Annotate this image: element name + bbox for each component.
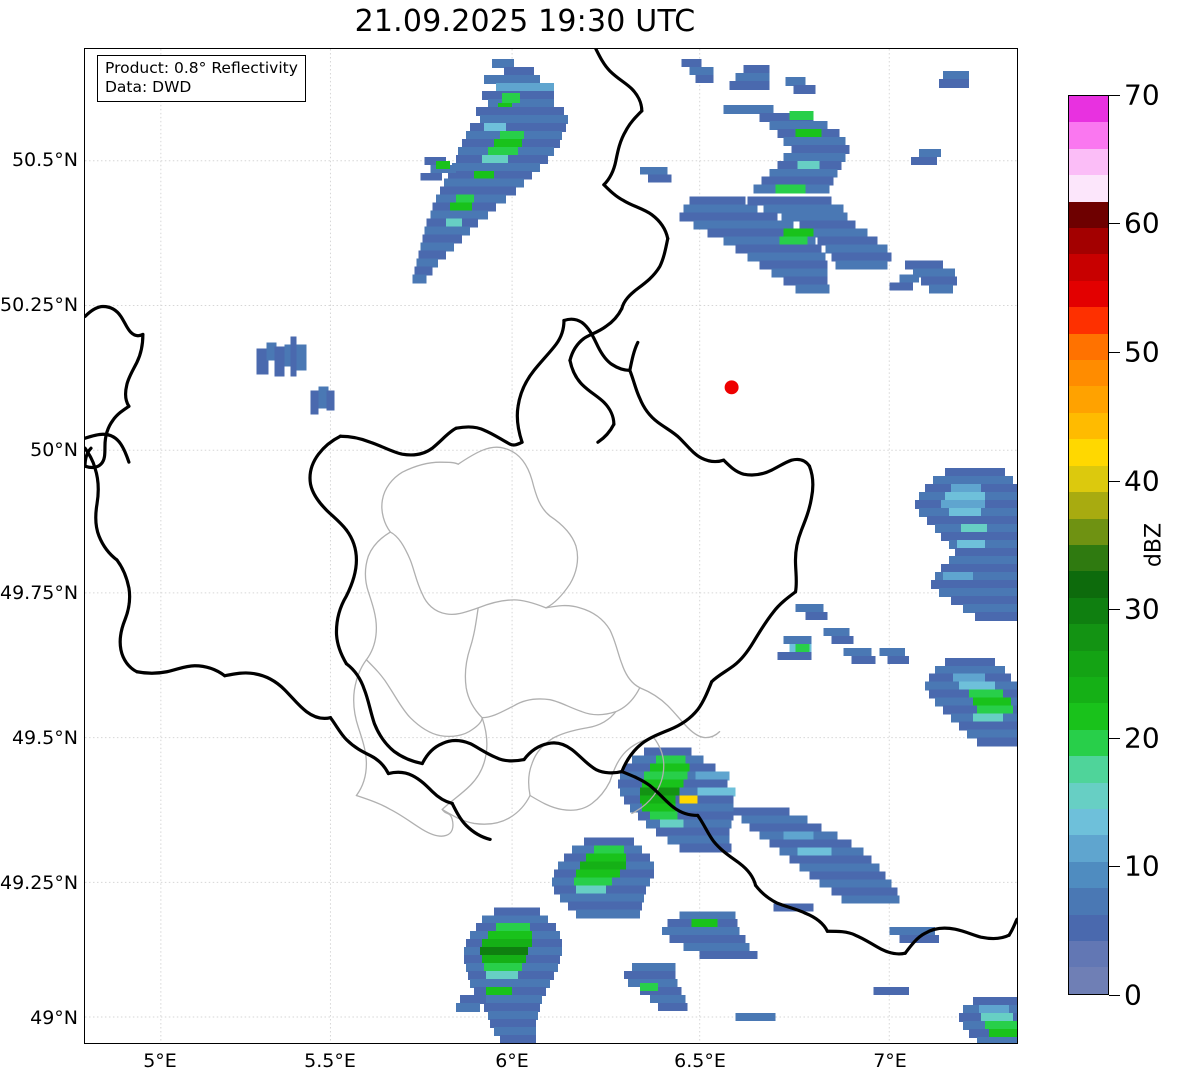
colorbar-tick <box>1109 352 1120 353</box>
colorbar-tick-label: 50 <box>1124 335 1160 369</box>
y-tick-label: 50°N <box>30 439 78 461</box>
echo-cluster-north-west <box>412 58 568 284</box>
colorbar-band <box>1069 333 1108 361</box>
page-title: 21.09.2025 19:30 UTC <box>354 4 696 39</box>
colorbar-band <box>1069 307 1108 334</box>
product-line: Product: 0.8° Reflectivity <box>105 59 298 77</box>
y-tick-label: 50.5°N <box>11 149 78 171</box>
colorbar-band <box>1069 386 1108 413</box>
radar-echo-layer <box>256 58 1017 1043</box>
colorbar-band <box>1069 650 1108 677</box>
x-tick-label: 5°E <box>143 1050 177 1072</box>
y-tick-label: 49.25°N <box>0 872 79 894</box>
colorbar-tick <box>1109 95 1120 96</box>
colorbar-band <box>1069 122 1108 149</box>
y-tick-label: 49°N <box>30 1007 78 1029</box>
colorbar-band <box>1069 518 1108 545</box>
colorbar-band <box>1069 967 1108 994</box>
colorbar-band <box>1069 729 1108 757</box>
colorbar-band <box>1069 201 1108 229</box>
southeast-national-border <box>620 769 1017 956</box>
colorbar-tick <box>1109 866 1120 867</box>
product-info-box: Product: 0.8° Reflectivity Data: DWD <box>97 55 306 102</box>
colorbar-tick <box>1109 609 1120 610</box>
colorbar-tick-label: 20 <box>1124 721 1160 755</box>
colorbar-band <box>1069 492 1108 519</box>
colorbar-band <box>1069 676 1108 704</box>
northern-national-border <box>568 49 670 444</box>
x-tick-label: 6.5°E <box>674 1050 726 1072</box>
colorbar-band <box>1069 96 1108 123</box>
colorbar-band <box>1069 439 1108 466</box>
colorbar-band <box>1069 280 1108 308</box>
colorbar-band <box>1069 861 1108 889</box>
colorbar-band <box>1069 254 1108 281</box>
x-tick-label: 6°E <box>495 1050 529 1072</box>
colorbar-tick <box>1109 481 1120 482</box>
colorbar-band <box>1069 544 1108 572</box>
colorbar-band <box>1069 360 1108 387</box>
colorbar-band <box>1069 835 1108 862</box>
colorbar-tick-label: 0 <box>1124 978 1142 1012</box>
western-national-border <box>85 304 492 842</box>
colorbar-band <box>1069 914 1108 941</box>
echo-scattered-misc <box>639 58 942 620</box>
colorbar-band <box>1069 597 1108 625</box>
echo-streaks-southeast <box>623 807 940 1022</box>
echo-band-east-lower <box>777 627 1017 747</box>
colorbar-title: dBZ <box>1141 522 1167 568</box>
colorbar-band <box>1069 228 1108 255</box>
colorbar-tick-label: 40 <box>1124 464 1160 498</box>
colorbar-tick <box>1109 738 1120 739</box>
x-tick-label: 5.5°E <box>304 1050 356 1072</box>
map-canvas <box>85 49 1017 1043</box>
colorbar-band <box>1069 624 1108 651</box>
echo-band-east-upper <box>915 468 1017 621</box>
data-source-line: Data: DWD <box>105 77 192 96</box>
colorbar-band <box>1069 808 1108 836</box>
echo-cell-southeast-corner <box>959 997 1017 1043</box>
colorbar-tick <box>1109 223 1120 224</box>
echo-cell-small-west-2 <box>256 336 335 415</box>
y-tick-label: 49.5°N <box>11 727 78 749</box>
colorbar-band <box>1069 703 1108 730</box>
colorbar-band <box>1069 888 1108 915</box>
luxembourg-national-border <box>308 317 815 775</box>
colorbar-band <box>1069 175 1108 202</box>
colorbar[interactable] <box>1068 95 1109 995</box>
echo-cluster-north-east <box>679 64 970 294</box>
colorbar-band <box>1069 756 1108 783</box>
colorbar-band <box>1069 412 1108 440</box>
colorbar-band <box>1069 571 1108 598</box>
colorbar-tick-label: 10 <box>1124 849 1160 883</box>
x-tick-label: 7°E <box>873 1050 907 1072</box>
colorbar-band <box>1069 148 1108 176</box>
colorbar-tick-label: 30 <box>1124 592 1160 626</box>
colorbar-tick-label: 70 <box>1124 78 1160 112</box>
colorbar-tick <box>1109 995 1120 996</box>
colorbar-tick-label: 60 <box>1124 206 1160 240</box>
luxembourg-canton-borders <box>352 446 721 837</box>
echo-band-main-south <box>456 747 736 1043</box>
colorbar-band <box>1069 941 1108 968</box>
y-tick-label: 49.75°N <box>0 582 79 604</box>
radar-site-marker <box>724 380 739 395</box>
y-tick-label: 50.25°N <box>0 294 79 316</box>
map-plot-area[interactable]: Product: 0.8° Reflectivity Data: DWD <box>84 48 1018 1044</box>
colorbar-band <box>1069 782 1108 809</box>
colorbar-band <box>1069 465 1108 493</box>
echo-cell-small-west <box>420 156 457 181</box>
